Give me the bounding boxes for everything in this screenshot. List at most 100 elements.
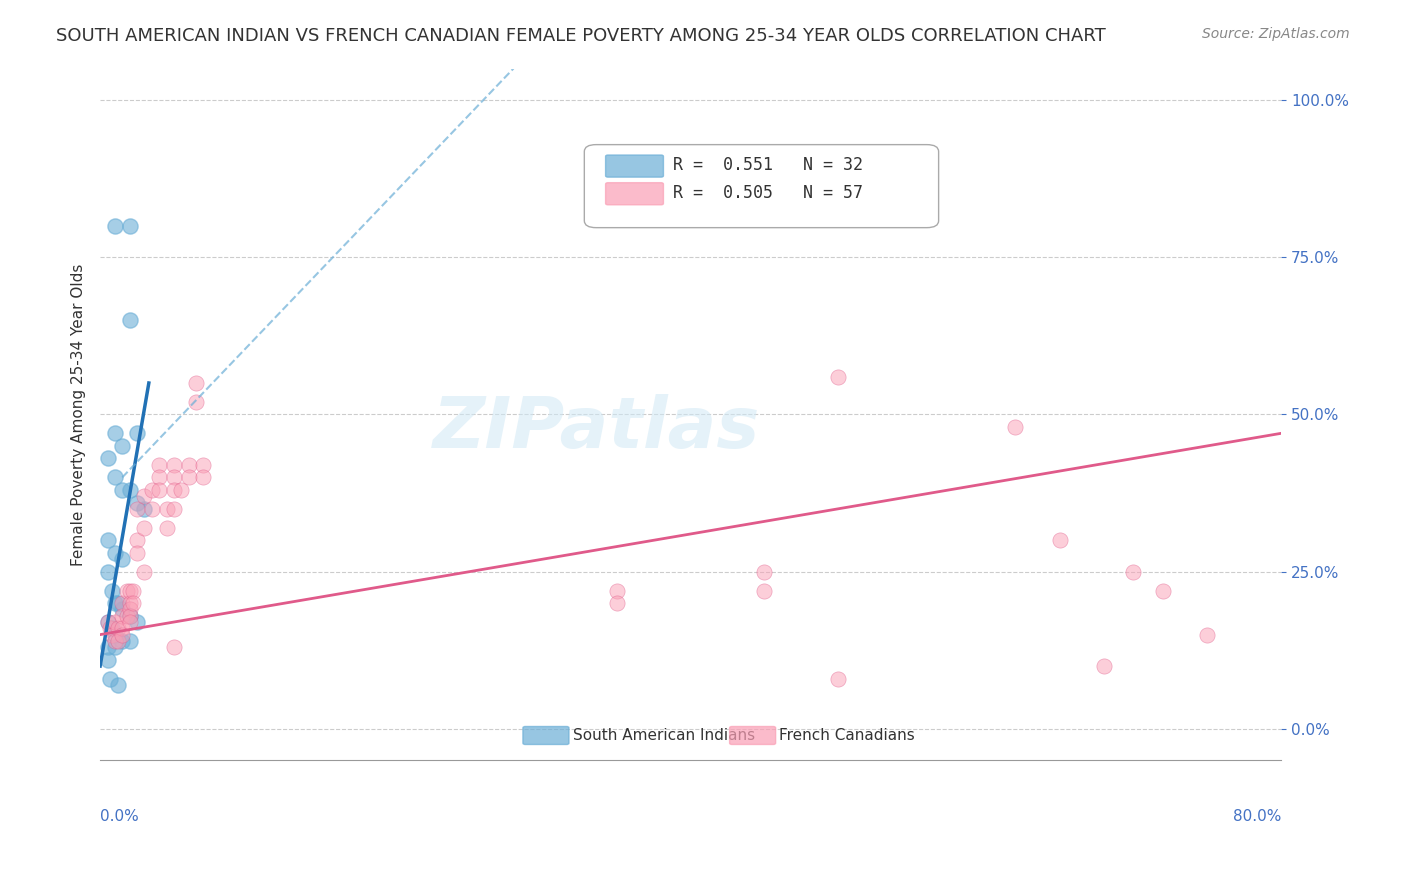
Point <box>134 521 156 535</box>
Point <box>134 501 156 516</box>
Point <box>121 583 143 598</box>
Point <box>111 596 134 610</box>
Point <box>96 533 118 548</box>
Point <box>96 640 118 655</box>
Point <box>1152 583 1174 598</box>
Point <box>107 633 129 648</box>
Point <box>101 621 124 635</box>
Point <box>104 426 127 441</box>
Point <box>111 602 134 616</box>
Point <box>1092 659 1115 673</box>
Text: R =  0.551   N = 32: R = 0.551 N = 32 <box>673 156 863 174</box>
Point <box>118 219 141 233</box>
FancyBboxPatch shape <box>585 145 939 227</box>
Point <box>155 521 177 535</box>
Point <box>107 596 129 610</box>
Point <box>100 621 122 635</box>
Text: ZIPatlas: ZIPatlas <box>433 393 759 463</box>
Point <box>96 615 118 629</box>
Point <box>163 470 186 484</box>
Point <box>1049 533 1071 548</box>
Point <box>125 615 148 629</box>
Point <box>104 546 127 560</box>
FancyBboxPatch shape <box>523 726 569 745</box>
Point <box>100 672 122 686</box>
Point <box>134 489 156 503</box>
Point <box>155 501 177 516</box>
Point <box>118 313 141 327</box>
Point <box>177 470 200 484</box>
Point <box>193 458 215 472</box>
Point <box>177 458 200 472</box>
Point <box>125 533 148 548</box>
Point <box>104 615 127 629</box>
Point <box>163 483 186 497</box>
Point <box>134 565 156 579</box>
Point <box>118 608 141 623</box>
Point <box>163 458 186 472</box>
Point <box>148 470 170 484</box>
Point <box>1122 565 1144 579</box>
Text: 0.0%: 0.0% <box>100 809 139 824</box>
Point <box>111 552 134 566</box>
Point <box>754 565 776 579</box>
Point <box>125 426 148 441</box>
Point <box>827 672 849 686</box>
Point <box>606 596 628 610</box>
Point <box>184 395 207 409</box>
Point <box>118 615 141 629</box>
Text: R =  0.505   N = 57: R = 0.505 N = 57 <box>673 184 863 202</box>
Point <box>111 627 134 641</box>
Point <box>104 470 127 484</box>
Y-axis label: Female Poverty Among 25-34 Year Olds: Female Poverty Among 25-34 Year Olds <box>72 263 86 566</box>
Point <box>101 627 124 641</box>
Point <box>1004 420 1026 434</box>
Point <box>118 633 141 648</box>
Text: Source: ZipAtlas.com: Source: ZipAtlas.com <box>1202 27 1350 41</box>
Point <box>111 483 134 497</box>
Point <box>96 565 118 579</box>
Point <box>115 583 138 598</box>
Point <box>96 615 118 629</box>
Point <box>115 608 138 623</box>
Point <box>111 439 134 453</box>
Point <box>104 627 127 641</box>
FancyBboxPatch shape <box>606 183 664 205</box>
Point <box>148 483 170 497</box>
FancyBboxPatch shape <box>730 726 776 745</box>
Text: SOUTH AMERICAN INDIAN VS FRENCH CANADIAN FEMALE POVERTY AMONG 25-34 YEAR OLDS CO: SOUTH AMERICAN INDIAN VS FRENCH CANADIAN… <box>56 27 1107 45</box>
Point <box>125 546 148 560</box>
Point <box>125 501 148 516</box>
Point <box>107 678 129 692</box>
Text: South American Indians: South American Indians <box>572 728 755 743</box>
Point <box>118 483 141 497</box>
Point <box>96 451 118 466</box>
Point <box>101 583 124 598</box>
Point <box>193 470 215 484</box>
Point <box>111 608 134 623</box>
Point <box>118 596 141 610</box>
Text: 80.0%: 80.0% <box>1233 809 1281 824</box>
Point <box>104 219 127 233</box>
Point <box>118 583 141 598</box>
Point <box>104 633 127 648</box>
Point <box>96 653 118 667</box>
Point <box>118 602 141 616</box>
Point <box>184 376 207 390</box>
Point <box>118 608 141 623</box>
Point <box>1197 627 1219 641</box>
Point <box>163 501 186 516</box>
Point <box>606 583 628 598</box>
Point <box>148 458 170 472</box>
Point <box>104 640 127 655</box>
Point <box>107 621 129 635</box>
Point <box>104 596 127 610</box>
Point <box>111 633 134 648</box>
FancyBboxPatch shape <box>606 155 664 178</box>
Point <box>141 501 163 516</box>
Point <box>170 483 193 497</box>
Point <box>827 369 849 384</box>
Point <box>125 495 148 509</box>
Point <box>121 596 143 610</box>
Point <box>141 483 163 497</box>
